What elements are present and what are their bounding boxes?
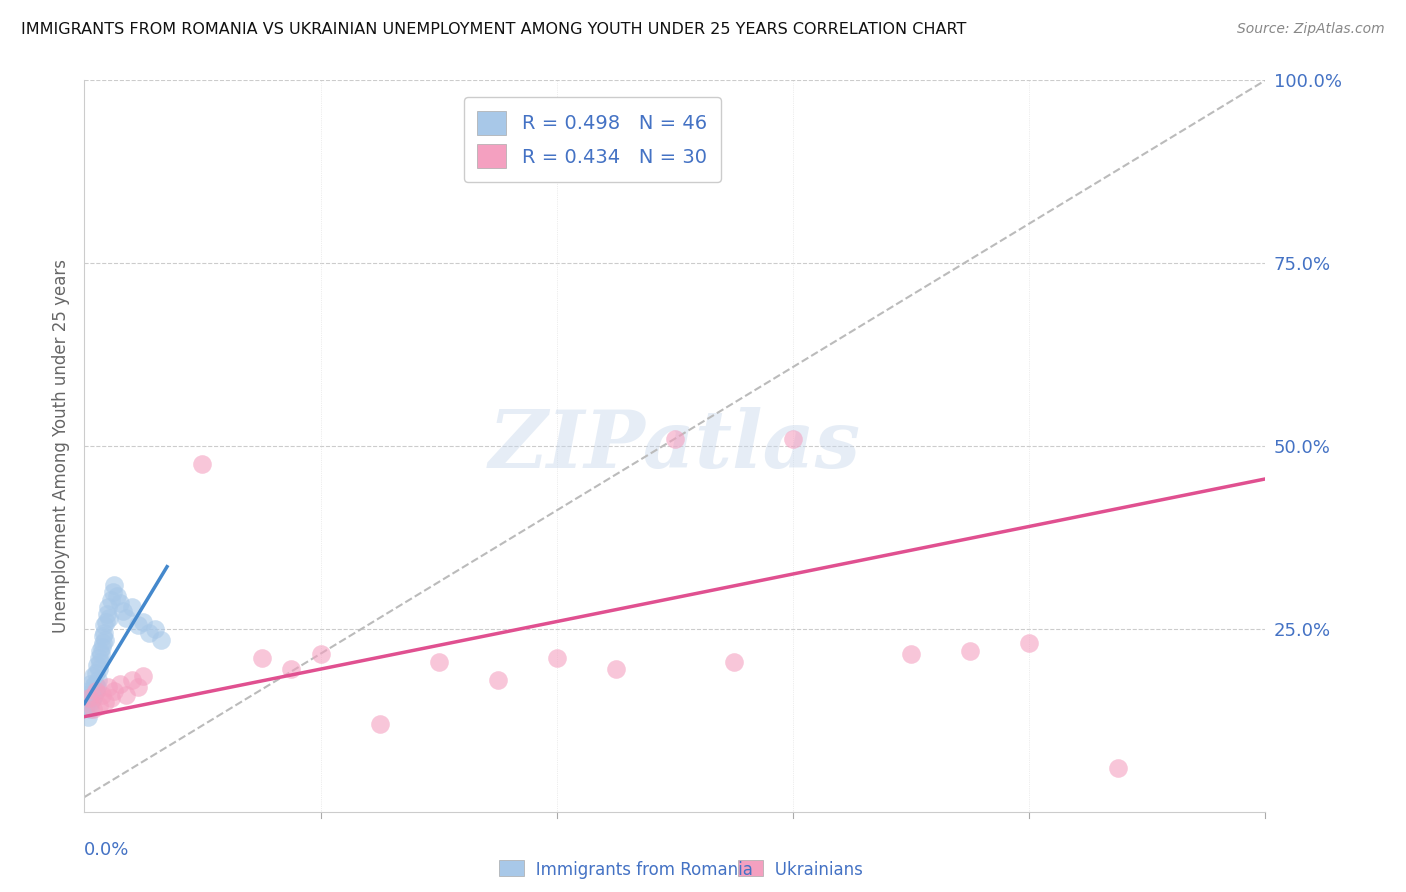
- Point: [103, 684, 125, 698]
- Point: [86, 658, 108, 673]
- Point: [98, 611, 121, 625]
- Text: 0.0%: 0.0%: [84, 841, 129, 859]
- Point: [87, 698, 111, 713]
- Point: [1107, 761, 1129, 775]
- Point: [91, 640, 114, 655]
- Point: [105, 589, 128, 603]
- Point: [89, 655, 111, 669]
- Point: [143, 622, 166, 636]
- Point: [77, 709, 100, 723]
- Point: [77, 684, 100, 698]
- Point: [114, 688, 136, 702]
- Point: [94, 695, 117, 709]
- Point: [959, 644, 981, 658]
- Point: [97, 681, 120, 695]
- Point: [250, 651, 273, 665]
- Point: [82, 702, 104, 716]
- Bar: [738, 860, 763, 876]
- Point: [97, 599, 120, 614]
- Point: [82, 669, 104, 683]
- Point: [664, 432, 686, 446]
- Point: [75, 691, 97, 706]
- Point: [91, 636, 114, 650]
- Point: [84, 684, 107, 698]
- Point: [280, 662, 302, 676]
- Point: [89, 644, 111, 658]
- Point: [82, 691, 104, 706]
- Point: [108, 596, 131, 610]
- Point: [368, 717, 391, 731]
- Point: [77, 691, 100, 706]
- Point: [94, 632, 117, 647]
- Point: [91, 688, 114, 702]
- Point: [486, 673, 509, 687]
- Point: [80, 681, 103, 695]
- Text: Source: ZipAtlas.com: Source: ZipAtlas.com: [1237, 22, 1385, 37]
- Point: [80, 695, 103, 709]
- Point: [723, 655, 745, 669]
- Point: [87, 651, 110, 665]
- Point: [900, 648, 922, 662]
- Text: ZIPatlas: ZIPatlas: [489, 408, 860, 484]
- Bar: [499, 860, 524, 876]
- Point: [132, 669, 155, 683]
- Point: [76, 688, 98, 702]
- Point: [191, 458, 214, 472]
- Point: [87, 673, 110, 687]
- Point: [132, 615, 155, 629]
- Point: [93, 618, 115, 632]
- Point: [127, 681, 149, 695]
- Point: [91, 629, 114, 643]
- Point: [111, 603, 134, 617]
- Point: [108, 676, 131, 690]
- Point: [101, 585, 124, 599]
- Point: [75, 698, 97, 713]
- Point: [84, 665, 107, 680]
- Point: [121, 599, 143, 614]
- Point: [546, 651, 568, 665]
- Point: [90, 648, 112, 662]
- Point: [782, 432, 804, 446]
- Point: [150, 632, 173, 647]
- Point: [79, 702, 101, 716]
- Point: [86, 681, 108, 695]
- Point: [138, 625, 160, 640]
- Point: [309, 648, 332, 662]
- Point: [87, 662, 111, 676]
- Text: Ukrainians: Ukrainians: [759, 861, 863, 879]
- Point: [1018, 636, 1040, 650]
- Legend: R = 0.498   N = 46, R = 0.434   N = 30: R = 0.498 N = 46, R = 0.434 N = 30: [464, 97, 721, 182]
- Point: [114, 611, 136, 625]
- Point: [84, 684, 107, 698]
- Point: [84, 676, 107, 690]
- Point: [79, 676, 101, 690]
- Point: [93, 625, 115, 640]
- Point: [100, 592, 122, 607]
- Point: [427, 655, 450, 669]
- Point: [605, 662, 627, 676]
- Point: [83, 688, 105, 702]
- Point: [100, 691, 122, 706]
- Text: IMMIGRANTS FROM ROMANIA VS UKRAINIAN UNEMPLOYMENT AMONG YOUTH UNDER 25 YEARS COR: IMMIGRANTS FROM ROMANIA VS UKRAINIAN UNE…: [21, 22, 966, 37]
- Point: [121, 673, 143, 687]
- Y-axis label: Unemployment Among Youth under 25 years: Unemployment Among Youth under 25 years: [52, 259, 70, 633]
- Text: Immigrants from Romania: Immigrants from Romania: [520, 861, 754, 879]
- Point: [103, 578, 125, 592]
- Point: [127, 618, 149, 632]
- Point: [94, 615, 117, 629]
- Point: [96, 607, 118, 622]
